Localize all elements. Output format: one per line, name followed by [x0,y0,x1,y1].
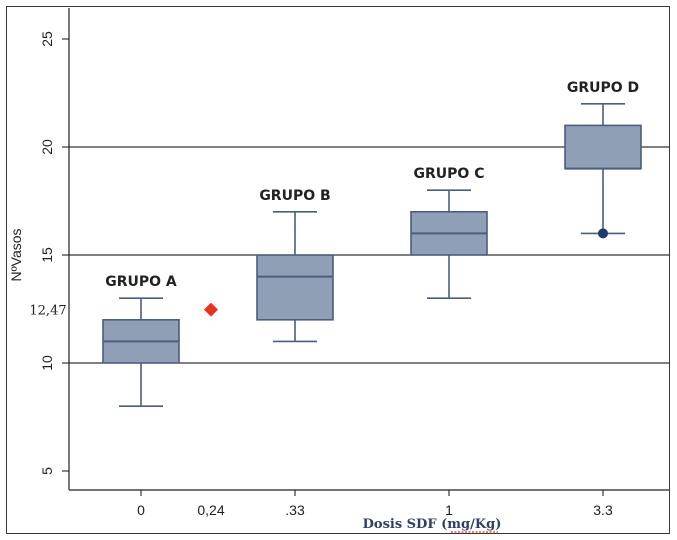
box-group: GRUPO D [564,80,642,239]
x-tick-label-extra: 0,24 [197,502,224,518]
box-group: GRUPO B [256,188,334,343]
y-tick-label-15: 15 [39,247,55,263]
x-tick-label: 3.3 [593,502,613,518]
group-label: GRUPO B [259,188,330,204]
y-tick-label-10: 10 [39,355,55,371]
box-group: GRUPO A [102,274,180,408]
y-ticks: 5 10 15 20 25 [39,31,69,475]
group-label: GRUPO D [567,80,639,96]
group-label: GRUPO C [414,166,485,182]
group-label: GRUPO A [105,274,177,290]
marker-diamond [204,302,218,317]
outlier-point [598,228,608,239]
box-iqr [256,254,334,321]
x-axis-title: Dosis SDF (mg/Kg) [363,517,502,532]
boxes: GRUPO A GRUPO B GRUPO C GRUPO D [102,80,642,408]
box-iqr [564,124,642,170]
y-tick-label-20: 20 [39,139,55,155]
box-group: GRUPO C [410,166,488,300]
axes [68,8,669,491]
chart-frame [6,6,670,534]
x-tick-label: .33 [285,502,305,518]
marker-value-label: 12,47 [29,304,66,319]
y-tick-label-5: 5 [39,467,55,475]
x-tick-label: 0 [137,502,145,518]
y-axis-title: NºVasos [8,228,24,281]
y-tick-label-25: 25 [39,31,55,47]
marker-layer: 12,47 [29,302,218,319]
x-ticks: 0 .33 1 3.3 0,24 [137,490,613,518]
x-tick-label: 1 [445,502,453,518]
